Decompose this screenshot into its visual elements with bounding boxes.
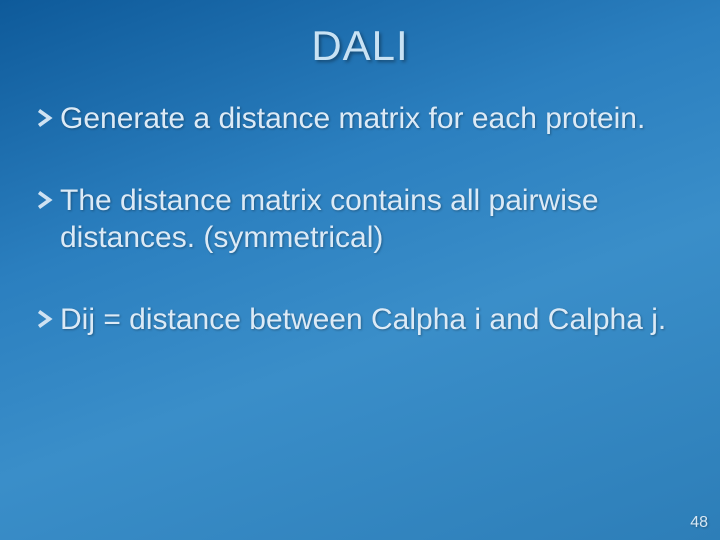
bullet-item: Generate a distance matrix for each prot…	[36, 100, 672, 138]
bullet-text: Generate a distance matrix for each prot…	[60, 100, 645, 138]
page-number: 48	[690, 514, 708, 532]
content-area: Generate a distance matrix for each prot…	[0, 88, 720, 338]
bullet-text: Dij = distance between Calpha i and Calp…	[60, 301, 666, 339]
bullet-item: The distance matrix contains all pairwis…	[36, 182, 672, 257]
chevron-right-icon	[36, 191, 54, 209]
bullet-text: The distance matrix contains all pairwis…	[60, 182, 672, 257]
bullet-item: Dij = distance between Calpha i and Calp…	[36, 301, 672, 339]
chevron-right-icon	[36, 310, 54, 328]
chevron-right-icon	[36, 109, 54, 127]
slide: DALI Generate a distance matrix for each…	[0, 0, 720, 540]
slide-title: DALI	[0, 0, 720, 88]
